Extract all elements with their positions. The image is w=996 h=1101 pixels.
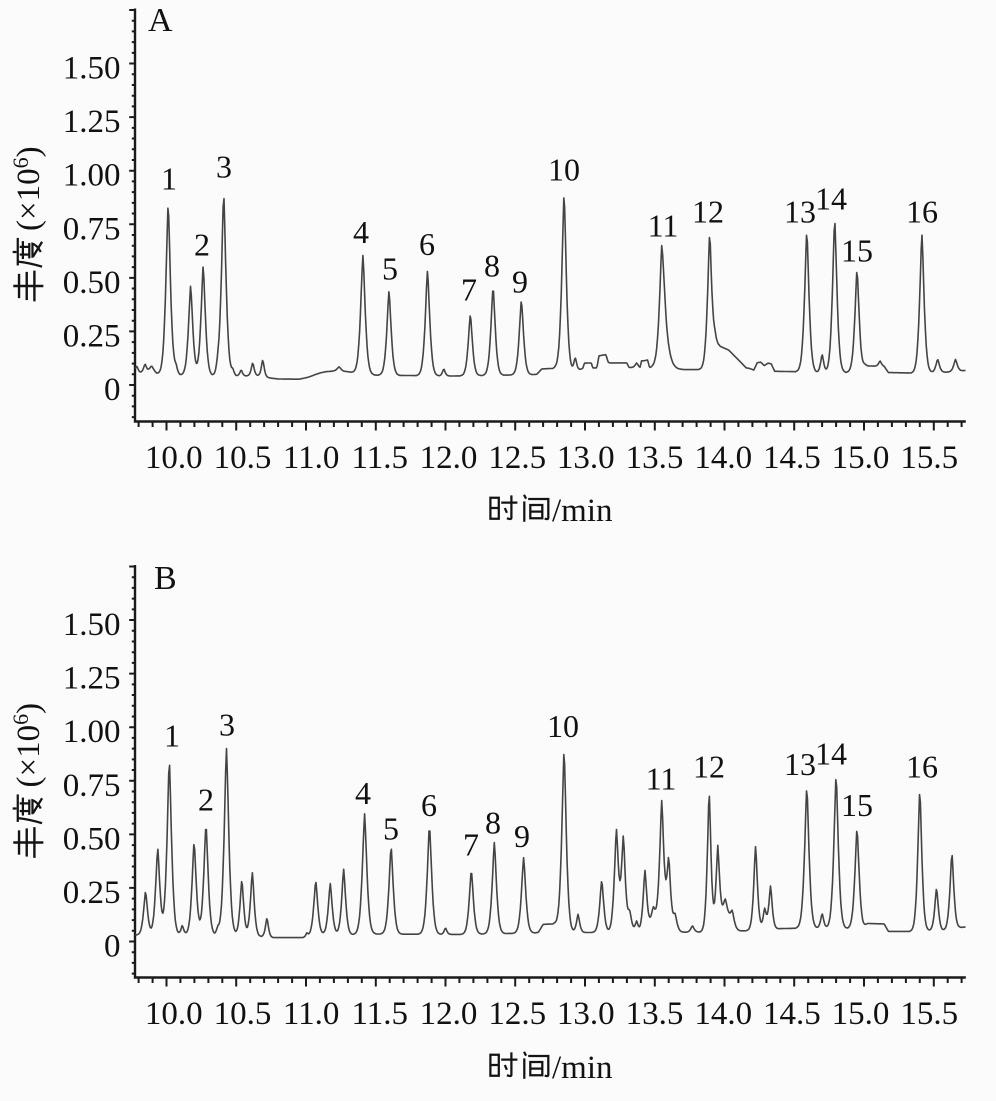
svg-text:1.25: 1.25 xyxy=(63,104,121,140)
svg-text:11.0: 11.0 xyxy=(283,996,340,1032)
svg-text:0.75: 0.75 xyxy=(63,211,121,247)
svg-text:8: 8 xyxy=(484,248,500,284)
svg-text:1.25: 1.25 xyxy=(63,661,121,697)
svg-text:1.00: 1.00 xyxy=(63,714,121,750)
svg-text:10.5: 10.5 xyxy=(214,440,272,476)
svg-text:15: 15 xyxy=(841,233,873,269)
svg-text:14: 14 xyxy=(815,181,847,217)
svg-text:15: 15 xyxy=(841,787,873,823)
svg-text:15.0: 15.0 xyxy=(832,996,890,1032)
svg-text:15.5: 15.5 xyxy=(900,440,958,476)
svg-text:4: 4 xyxy=(353,214,369,250)
svg-text:11.5: 11.5 xyxy=(352,996,409,1032)
svg-text:3: 3 xyxy=(216,149,232,185)
svg-text:3: 3 xyxy=(219,707,235,743)
svg-text:2: 2 xyxy=(198,782,214,818)
svg-text:11.5: 11.5 xyxy=(352,440,409,476)
svg-text:12: 12 xyxy=(693,749,725,785)
svg-text:5: 5 xyxy=(383,811,399,847)
svg-text:0.25: 0.25 xyxy=(63,875,121,911)
svg-text:1: 1 xyxy=(164,718,180,754)
svg-text:0.50: 0.50 xyxy=(63,821,121,857)
svg-text:13.0: 13.0 xyxy=(557,440,615,476)
svg-text:14.0: 14.0 xyxy=(694,996,752,1032)
svg-text:0.50: 0.50 xyxy=(63,265,121,301)
svg-text:11.0: 11.0 xyxy=(283,440,340,476)
svg-text:A: A xyxy=(148,2,173,39)
svg-text:0.75: 0.75 xyxy=(63,768,121,804)
svg-text:12.5: 12.5 xyxy=(488,996,546,1032)
svg-text:1.50: 1.50 xyxy=(63,607,121,643)
svg-text:6: 6 xyxy=(421,787,437,823)
svg-text:13.0: 13.0 xyxy=(557,996,615,1032)
svg-text:10.0: 10.0 xyxy=(145,440,203,476)
svg-text:1: 1 xyxy=(161,161,177,197)
svg-text:0: 0 xyxy=(104,929,121,965)
svg-text:12.0: 12.0 xyxy=(420,996,478,1032)
svg-text:15.5: 15.5 xyxy=(900,996,958,1032)
svg-text:1.50: 1.50 xyxy=(63,51,121,87)
svg-text:14: 14 xyxy=(815,736,847,772)
svg-text:4: 4 xyxy=(355,775,371,811)
svg-text:2: 2 xyxy=(194,227,210,263)
svg-text:14.0: 14.0 xyxy=(694,440,752,476)
svg-text:1.00: 1.00 xyxy=(63,158,121,194)
svg-text:12.0: 12.0 xyxy=(420,440,478,476)
svg-text:10: 10 xyxy=(547,708,579,744)
svg-text:14.5: 14.5 xyxy=(763,996,821,1032)
svg-text:11: 11 xyxy=(646,761,677,797)
svg-text:12: 12 xyxy=(692,194,724,230)
svg-text:8: 8 xyxy=(485,805,501,841)
svg-text:16: 16 xyxy=(906,194,938,230)
svg-text:11: 11 xyxy=(648,208,679,244)
svg-text:13.5: 13.5 xyxy=(626,996,684,1032)
svg-text:16: 16 xyxy=(906,749,938,785)
svg-text:13.5: 13.5 xyxy=(626,440,684,476)
svg-text:13: 13 xyxy=(784,194,816,230)
svg-text:14.5: 14.5 xyxy=(763,440,821,476)
svg-text:/min: /min xyxy=(552,493,613,529)
svg-text:/min: /min xyxy=(552,1050,613,1086)
svg-text:10.0: 10.0 xyxy=(145,996,203,1032)
svg-text:0.25: 0.25 xyxy=(63,318,121,354)
svg-text:13: 13 xyxy=(784,746,816,782)
svg-text:10.5: 10.5 xyxy=(214,996,272,1032)
svg-text:6: 6 xyxy=(419,226,435,262)
svg-text:B: B xyxy=(154,560,177,597)
svg-text:9: 9 xyxy=(512,264,528,300)
svg-text:7: 7 xyxy=(461,272,477,308)
svg-text:10: 10 xyxy=(548,152,580,188)
svg-text:7: 7 xyxy=(463,827,479,863)
svg-text:9: 9 xyxy=(514,818,530,854)
svg-text:0: 0 xyxy=(104,372,121,408)
svg-text:5: 5 xyxy=(382,251,398,287)
svg-text:12.5: 12.5 xyxy=(488,440,546,476)
svg-text:15.0: 15.0 xyxy=(832,440,890,476)
